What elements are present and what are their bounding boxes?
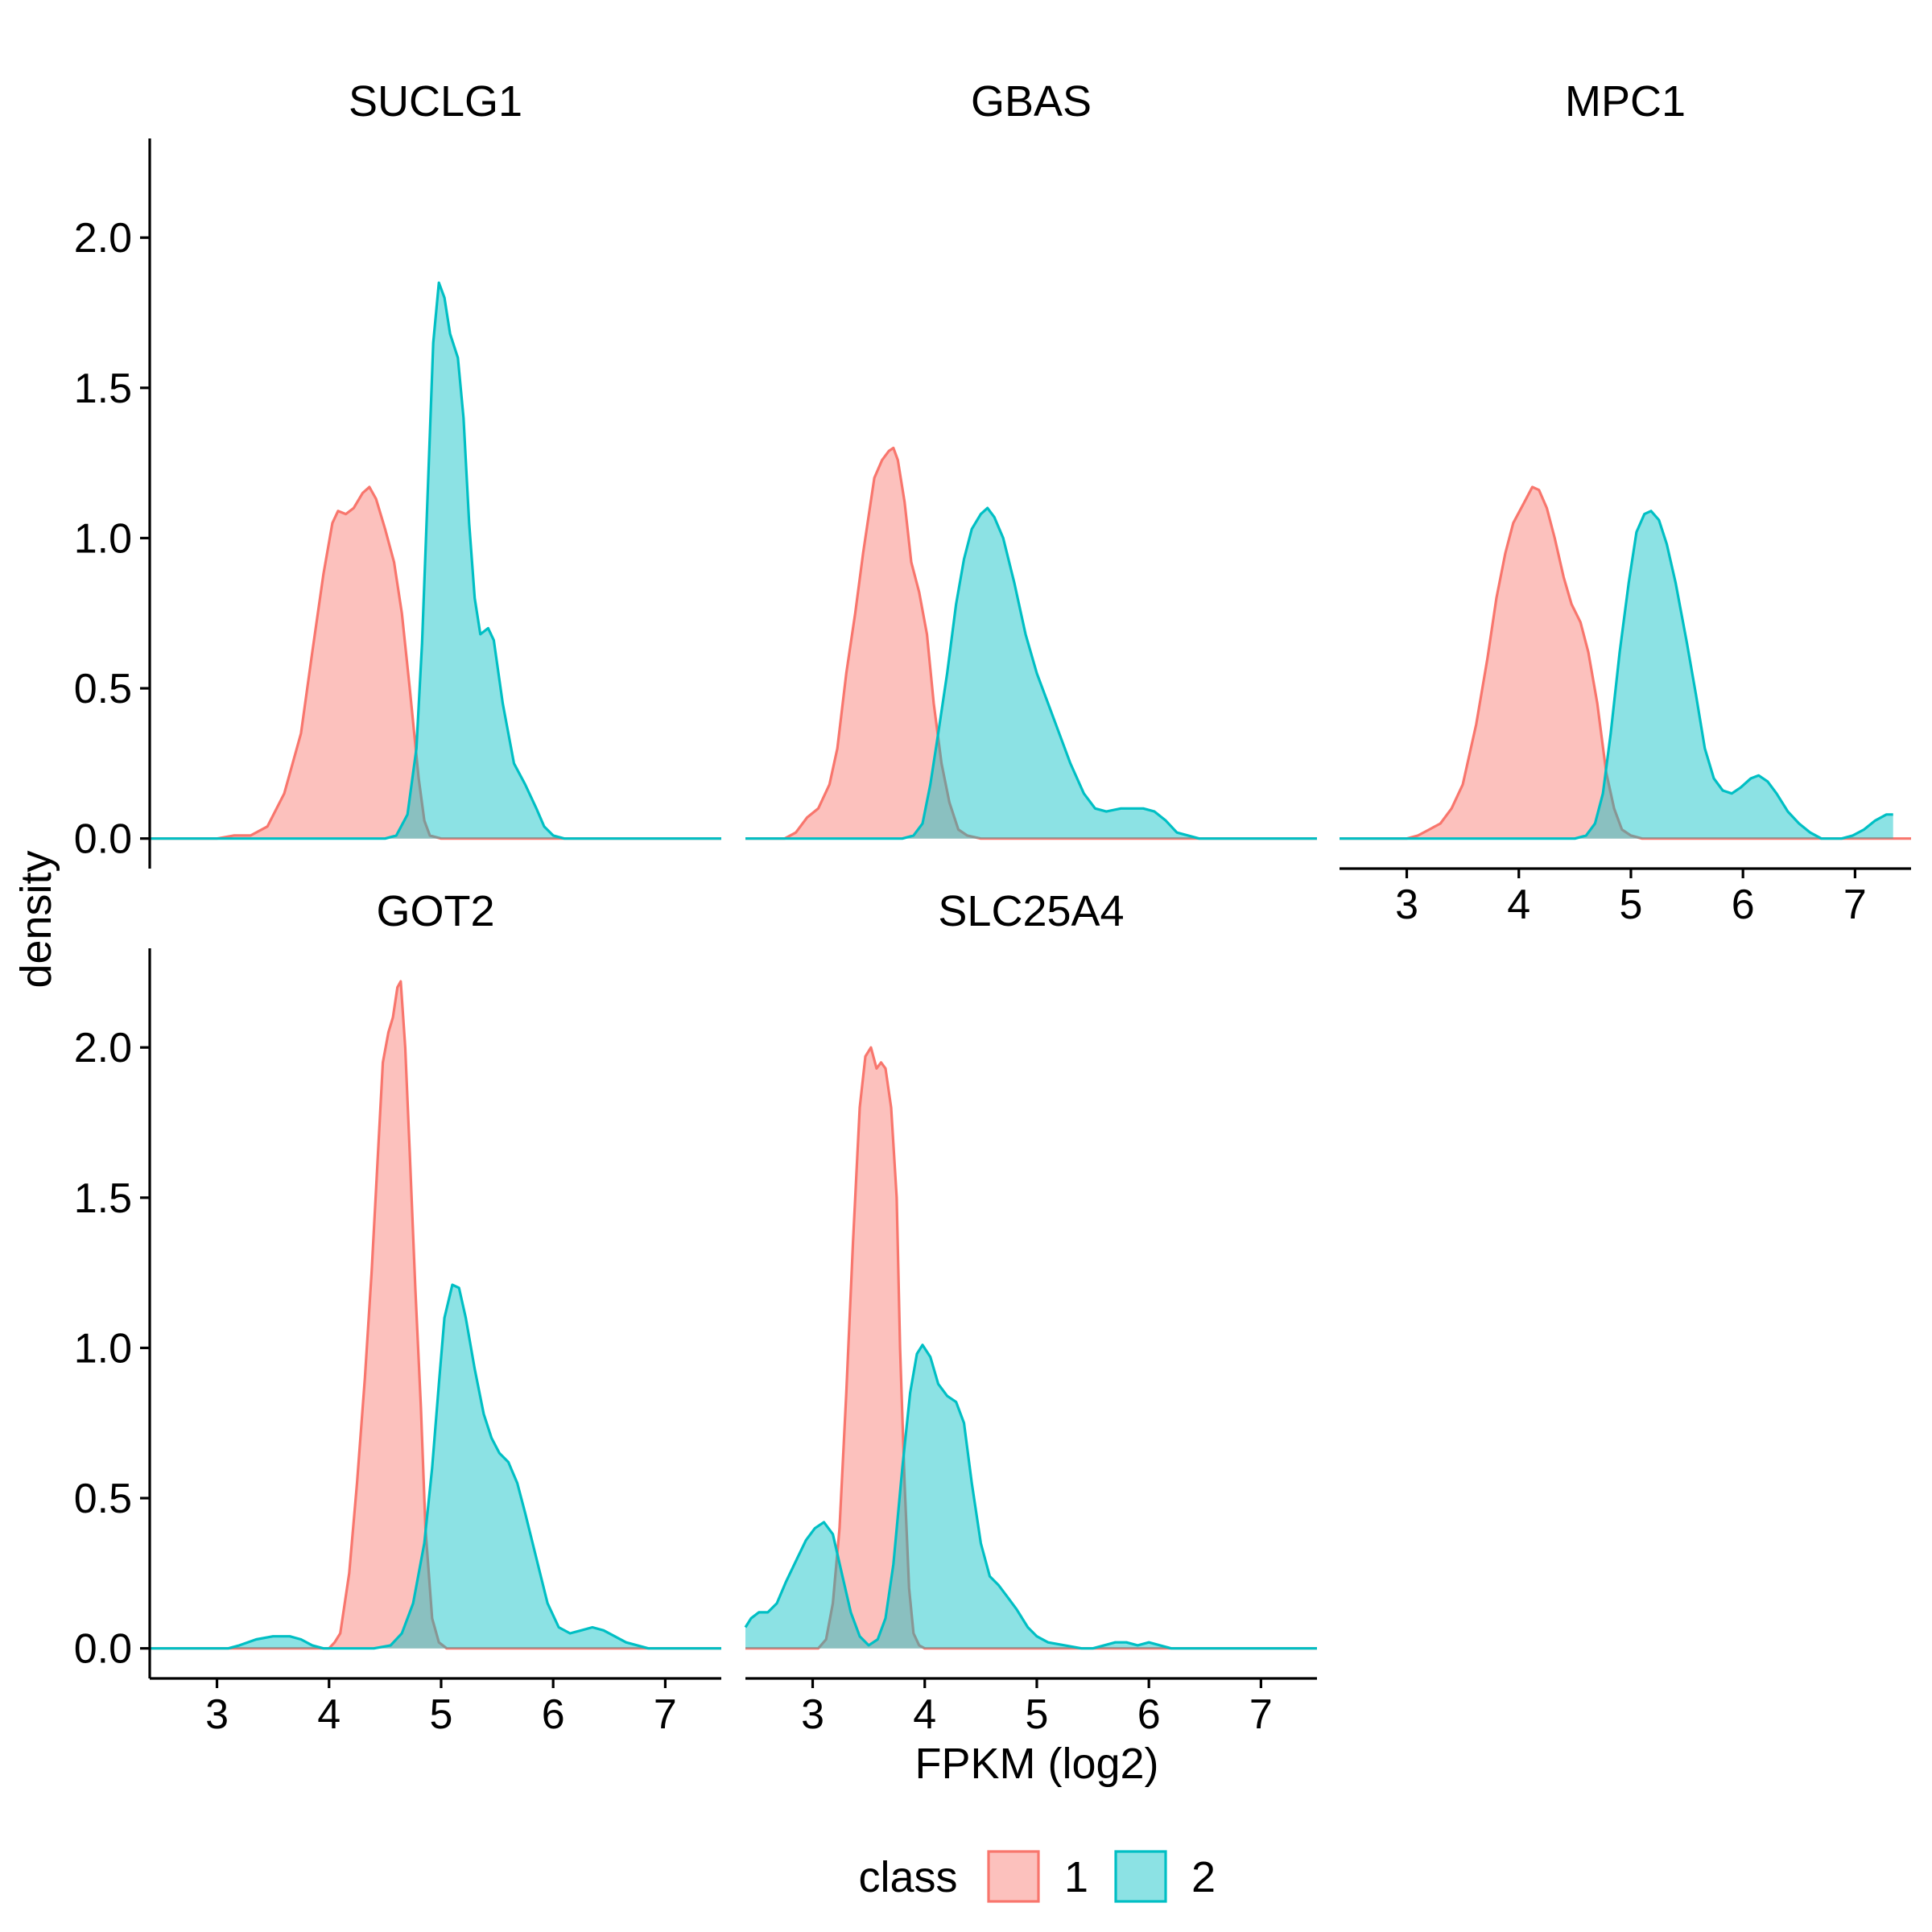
x-tick-label: 7 (1249, 1691, 1273, 1738)
facet-title: MPC1 (1565, 77, 1686, 126)
facet-title: SUCLG1 (349, 77, 522, 126)
facet-panels: SUCLG1 0.0 0.5 1.0 1.5 2.0 GBAS MPC1 3 4 5 6 7 GOT2 0.… (74, 77, 1911, 1738)
x-tick-label: 3 (1395, 881, 1418, 928)
x-tick-label: 4 (1507, 881, 1530, 928)
y-tick-label: 0.5 (74, 1476, 132, 1522)
legend-key-class-2 (1114, 1850, 1167, 1903)
y-tick-label: 0.5 (74, 666, 132, 712)
x-tick-label: 3 (801, 1691, 824, 1738)
density-line-class-2 (745, 506, 1317, 840)
density-area-class-1 (745, 1047, 1317, 1649)
density-line-class-2 (150, 281, 721, 840)
density-line-class-1 (1340, 485, 1911, 840)
legend-title: class (858, 1853, 957, 1901)
y-tick-label: 1.0 (74, 1325, 132, 1372)
facet-title: GBAS (971, 77, 1092, 126)
y-tick-label: 0.0 (74, 816, 132, 863)
x-tick-label: 4 (317, 1691, 341, 1738)
y-tick-label: 2.0 (74, 215, 132, 262)
legend-label-class-2: 2 (1191, 1853, 1216, 1901)
density-area-class-1 (745, 448, 1317, 839)
x-tick-label: 5 (1025, 1691, 1048, 1738)
y-tick-label: 2.0 (74, 1025, 132, 1071)
x-tick-label: 7 (1843, 881, 1867, 928)
x-tick-label: 4 (913, 1691, 936, 1738)
density-line-class-1 (150, 485, 721, 840)
facet-panel: GBAS (745, 77, 1317, 840)
density-line-class-2 (150, 1283, 721, 1650)
legend-label-class-1: 1 (1064, 1853, 1088, 1901)
density-area-class-1 (1340, 487, 1911, 839)
facet-panel: MPC1 3 4 5 6 7 (1340, 77, 1911, 928)
facet-panel: GOT2 0.0 0.5 1.0 1.5 2.0 3 4 5 6 7 (74, 887, 721, 1738)
density-area-class-2 (1340, 510, 1893, 839)
y-tick-label: 1.5 (74, 365, 132, 412)
x-tick-label: 5 (429, 1691, 452, 1738)
density-line-class-1 (745, 1046, 1317, 1650)
x-tick-label: 6 (542, 1691, 565, 1738)
legend-key-class-1 (987, 1850, 1040, 1903)
x-tick-label: 7 (654, 1691, 677, 1738)
density-line-class-2 (744, 1344, 1317, 1650)
x-tick-label: 5 (1619, 881, 1642, 928)
x-axis-title: FPKM (log2) (914, 1740, 1158, 1788)
density-area-class-2 (150, 283, 721, 839)
x-tick-label: 3 (205, 1691, 229, 1738)
y-tick-label: 0.0 (74, 1626, 132, 1673)
density-area-class-2 (150, 1285, 721, 1649)
y-tick-label: 1.5 (74, 1175, 132, 1222)
y-tick-label: 1.0 (74, 515, 132, 562)
facet-panel: SLC25A4 3 4 5 6 7 (744, 887, 1317, 1738)
density-line-class-1 (745, 446, 1317, 840)
facet-title: SLC25A4 (938, 887, 1124, 935)
x-tick-label: 6 (1137, 1691, 1161, 1738)
facet-panel: SUCLG1 0.0 0.5 1.0 1.5 2.0 (74, 77, 721, 869)
density-area-class-2 (745, 1344, 1317, 1649)
density-area-class-2 (745, 508, 1317, 839)
density-line-class-1 (150, 980, 721, 1650)
facet-title: GOT2 (376, 887, 494, 935)
x-tick-label: 6 (1732, 881, 1755, 928)
legend: class 1 2 (858, 1850, 1216, 1903)
y-axis-title: density (12, 850, 60, 988)
density-line-class-2 (1340, 510, 1893, 840)
